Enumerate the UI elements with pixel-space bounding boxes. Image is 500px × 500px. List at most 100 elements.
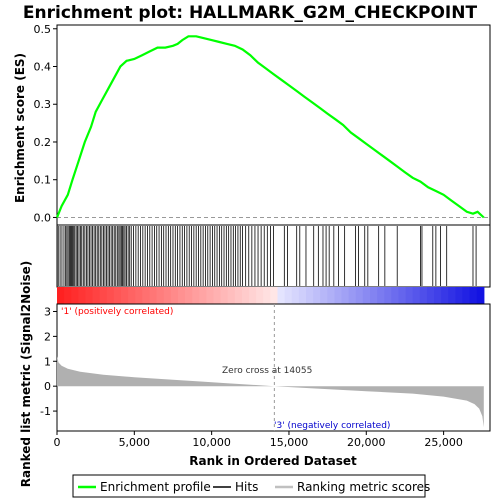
legend: Enrichment profile Hits Ranking metric s… — [72, 474, 430, 498]
color-bar-segment — [234, 287, 243, 304]
color-bar-segment — [149, 287, 158, 304]
color-bar-segment — [163, 287, 172, 304]
legend-label-ranking-metric: Ranking metric scores — [297, 480, 430, 494]
legend-label-enrichment-profile: Enrichment profile — [100, 480, 211, 494]
color-bar-segment — [334, 287, 343, 304]
color-bar-segment — [256, 287, 264, 304]
color-bar-segment — [313, 287, 321, 304]
color-bar-segment — [121, 287, 129, 304]
negative-correlation-label: '3' (negatively correlated) — [274, 421, 390, 431]
color-bar-segment — [64, 287, 72, 304]
color-bar-segment — [455, 287, 464, 304]
color-bar-segment — [170, 287, 179, 304]
es-axis-ylabel: Enrichment score (ES) — [13, 53, 27, 203]
es-y-tick-label: 0.3 — [34, 98, 52, 111]
legend-frame — [72, 474, 426, 498]
color-bar-segment — [348, 287, 357, 304]
positive-correlation-label: '1' (positively correlated) — [61, 307, 173, 317]
rank-x-tick-label: 20,000 — [347, 436, 386, 449]
es-panel-frame — [56, 24, 491, 226]
color-bar-segment — [71, 287, 79, 304]
color-bar-segment — [341, 287, 350, 304]
color-bar-segment — [384, 287, 392, 304]
color-bar-segment — [227, 287, 236, 304]
color-bar-segment — [426, 287, 435, 304]
rank-axis-xlabel: Rank in Ordered Dataset — [189, 454, 357, 468]
es-y-tick-label: 0.5 — [34, 23, 52, 36]
color-bar-segment — [213, 287, 222, 304]
color-bar-segment — [241, 287, 250, 304]
hits-panel — [56, 224, 491, 288]
color-bar-segment — [270, 287, 279, 304]
color-bar-segment — [99, 287, 108, 304]
hit-lines-group — [57, 226, 477, 286]
color-bar-segment — [92, 287, 101, 304]
color-bar-segment — [434, 287, 442, 304]
rank-x-ticks: 0 5,000 10,000 15,000 20,000 25,000 — [54, 431, 463, 449]
rank-axis-ylabel: Ranked list metric (Signal2Noise) — [19, 261, 33, 488]
rank-y-tick-label: 1 — [44, 355, 51, 368]
rank-y-tick-label: 2 — [44, 330, 51, 343]
color-bar-segment — [277, 287, 286, 304]
es-panel: 0.0 0.1 0.2 0.3 0.4 0.5 — [34, 23, 491, 226]
color-bar-segment — [327, 287, 336, 304]
color-bar-segment — [106, 287, 115, 304]
rank-x-tick-label: 25,000 — [424, 436, 463, 449]
es-y-ticks: 0.0 0.1 0.2 0.3 0.4 0.5 — [34, 23, 57, 224]
rank-x-tick-label: 10,000 — [192, 436, 231, 449]
color-bar-segment — [362, 287, 371, 304]
color-bar-segment — [412, 287, 421, 304]
color-bar-segment — [156, 287, 165, 304]
rank-panel-frame — [56, 303, 491, 432]
rank-x-tick-label: 0 — [54, 436, 61, 449]
ranked-metric-panel: -1 0 1 2 3 0 5,000 10,000 15,000 20,000 25,000 — [40, 303, 491, 449]
color-bar-segment — [391, 287, 400, 304]
es-y-tick-label: 0.2 — [34, 136, 52, 149]
color-bar-segment — [320, 287, 328, 304]
color-bar-segment — [305, 287, 314, 304]
color-bar-segment — [476, 287, 485, 304]
color-bar-segment — [298, 287, 307, 304]
color-bar-segment — [263, 287, 272, 304]
ranking-metric-area — [57, 356, 484, 428]
color-bar-segment — [128, 287, 136, 304]
color-bar-segment — [469, 287, 478, 304]
rank-y-ticks: -1 0 1 2 3 — [40, 305, 57, 418]
color-bar-segment — [206, 287, 215, 304]
color-bar-segment — [199, 287, 207, 304]
color-bar-segment — [355, 287, 364, 304]
color-bar-segment — [113, 287, 122, 304]
color-bar-segment — [377, 287, 385, 304]
color-bar-segment — [448, 287, 456, 304]
es-y-tick-label: 0.4 — [34, 61, 52, 74]
chart-title: Enrichment plot: HALLMARK_G2M_CHECKPOINT — [23, 3, 478, 23]
color-bar-segment — [284, 287, 293, 304]
color-bar-segment — [419, 287, 428, 304]
color-bar-segment — [249, 287, 257, 304]
rank-x-tick-label: 15,000 — [270, 436, 309, 449]
color-bar-segment — [220, 287, 229, 304]
color-bar-segment — [462, 287, 471, 304]
color-bar-segment — [185, 287, 193, 304]
color-bar-segment — [142, 287, 151, 304]
es-y-tick-label: 0.1 — [34, 174, 52, 187]
color-bar-segment — [135, 287, 143, 304]
zero-cross-label: Zero cross at 14055 — [222, 366, 312, 376]
color-bar-segment — [177, 287, 186, 304]
color-bar-segment — [369, 287, 378, 304]
rank-x-tick-label: 5,000 — [119, 436, 151, 449]
rank-y-tick-label: -1 — [40, 405, 51, 418]
es-y-tick-label: 0.0 — [34, 211, 52, 224]
ranked-list-color-bar — [57, 287, 485, 304]
color-bar-segment — [405, 287, 414, 304]
color-bar-segment — [78, 287, 87, 304]
rank-y-tick-label: 0 — [44, 380, 51, 393]
color-bar-segment — [291, 287, 300, 304]
rank-y-tick-label: 3 — [44, 305, 51, 318]
legend-label-hits: Hits — [235, 480, 258, 494]
enrichment-profile-line — [55, 35, 485, 219]
color-bar-segment — [398, 287, 407, 304]
color-bar-segment — [57, 287, 65, 304]
color-bar-segment — [85, 287, 94, 304]
